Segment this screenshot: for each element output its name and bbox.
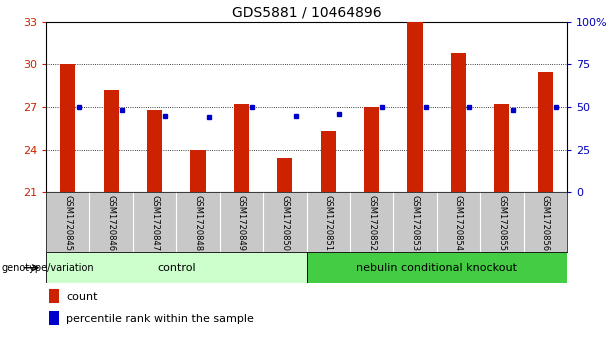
Bar (191, 150, 205, 192)
Bar (408, 22, 422, 192)
Title: GDS5881 / 10464896: GDS5881 / 10464896 (232, 5, 381, 19)
Bar (147, 110, 162, 192)
Text: genotype/variation: genotype/variation (2, 263, 94, 273)
Bar (49, 311, 59, 325)
Bar (60, 65, 75, 192)
Text: percentile rank within the sample: percentile rank within the sample (66, 314, 254, 324)
Bar (321, 131, 336, 192)
Bar (49, 289, 59, 303)
Text: GSM1720847: GSM1720847 (150, 195, 159, 252)
Text: GSM1720854: GSM1720854 (454, 195, 463, 252)
Bar (451, 53, 466, 192)
Bar (538, 72, 553, 192)
Text: GSM1720856: GSM1720856 (541, 195, 550, 252)
Text: count: count (66, 292, 97, 302)
Bar (364, 107, 379, 192)
Text: nebulin conditional knockout: nebulin conditional knockout (356, 263, 517, 273)
Text: GSM1720848: GSM1720848 (194, 195, 202, 252)
Bar (46, 252, 306, 283)
Text: GSM1720849: GSM1720849 (237, 195, 246, 252)
Text: control: control (157, 263, 196, 273)
Text: GSM1720853: GSM1720853 (411, 195, 419, 252)
Bar (277, 158, 292, 192)
Text: GSM1720846: GSM1720846 (107, 195, 116, 252)
Bar (306, 252, 567, 283)
Text: GSM1720851: GSM1720851 (324, 195, 333, 252)
Bar (234, 104, 249, 192)
Text: GSM1720855: GSM1720855 (497, 195, 506, 252)
Text: GSM1720845: GSM1720845 (63, 195, 72, 252)
Bar (104, 90, 119, 192)
Text: GSM1720852: GSM1720852 (367, 195, 376, 252)
Text: GSM1720850: GSM1720850 (280, 195, 289, 252)
Bar (494, 104, 509, 192)
